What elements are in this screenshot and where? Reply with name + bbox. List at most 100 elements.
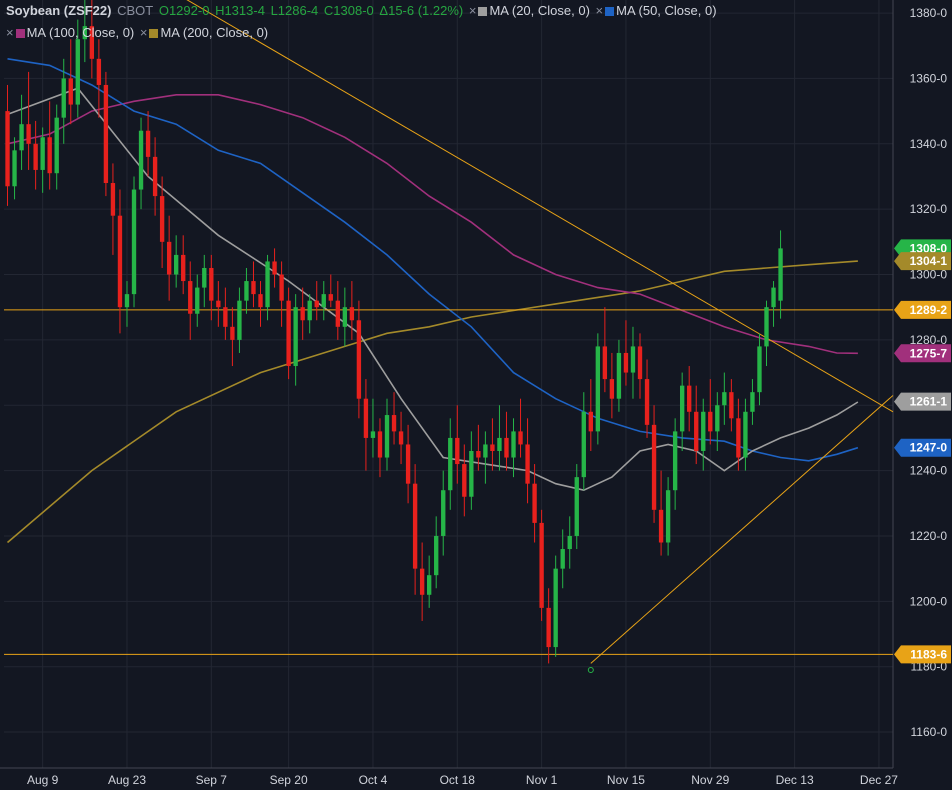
candle[interactable] [216, 281, 221, 327]
candle[interactable] [743, 398, 748, 471]
candle[interactable] [609, 352, 615, 419]
candle[interactable] [321, 281, 326, 321]
candle[interactable] [68, 39, 73, 125]
candle[interactable] [61, 58, 66, 144]
candle[interactable] [595, 333, 601, 445]
candle[interactable] [504, 411, 509, 471]
candle[interactable] [293, 294, 298, 386]
candle[interactable] [384, 398, 390, 471]
candle[interactable] [244, 267, 249, 314]
candle[interactable] [426, 555, 432, 608]
candle[interactable] [279, 261, 284, 327]
candle[interactable] [195, 274, 200, 327]
candle[interactable] [518, 398, 523, 458]
candle[interactable] [455, 405, 460, 484]
candle[interactable] [694, 385, 699, 465]
candle[interactable] [623, 320, 629, 386]
candle[interactable] [349, 281, 355, 340]
candle[interactable] [12, 137, 17, 200]
candle[interactable] [223, 287, 228, 340]
candle[interactable] [377, 418, 383, 478]
candle[interactable] [5, 84, 10, 206]
candle[interactable] [539, 509, 544, 621]
candle[interactable] [166, 215, 172, 301]
candle[interactable] [567, 516, 572, 569]
candle[interactable] [286, 287, 291, 380]
trendline-2[interactable] [590, 395, 894, 664]
candle[interactable] [54, 104, 59, 190]
candle[interactable] [616, 339, 622, 412]
candle[interactable] [701, 398, 706, 471]
candle[interactable] [581, 392, 586, 491]
candle[interactable] [672, 418, 678, 510]
candle[interactable] [588, 379, 593, 451]
trendline-1[interactable] [176, 0, 894, 413]
candle[interactable] [462, 444, 467, 517]
candle[interactable] [335, 281, 340, 340]
candle[interactable] [665, 477, 671, 556]
ma100-legend[interactable]: MA (100, Close, 0) [26, 25, 135, 40]
remove-ma20-icon[interactable]: × [468, 3, 477, 18]
ma20-legend[interactable]: MA (20, Close, 0) [489, 3, 590, 18]
candle[interactable] [398, 411, 404, 465]
candle[interactable] [476, 424, 481, 471]
candle[interactable] [363, 379, 369, 471]
candle[interactable] [47, 101, 52, 190]
candle[interactable] [209, 254, 214, 321]
candle[interactable] [251, 261, 256, 308]
candle[interactable] [679, 372, 685, 451]
candle[interactable] [82, 0, 87, 63]
candle[interactable] [715, 392, 720, 451]
candle[interactable] [328, 274, 333, 308]
candle[interactable] [33, 120, 38, 190]
candle[interactable] [764, 300, 769, 367]
candle[interactable] [757, 333, 762, 406]
candle[interactable] [117, 189, 123, 334]
candle[interactable] [602, 307, 608, 393]
candle[interactable] [265, 254, 270, 321]
candle[interactable] [574, 464, 579, 550]
candle[interactable] [546, 588, 551, 664]
candle[interactable] [637, 333, 643, 399]
candle[interactable] [159, 176, 165, 268]
candle[interactable] [103, 71, 109, 197]
remove-ma50-icon[interactable]: × [595, 3, 604, 18]
candle[interactable] [644, 359, 650, 438]
candle[interactable] [258, 281, 263, 327]
candle[interactable] [314, 281, 319, 321]
candle[interactable] [40, 127, 45, 193]
candle[interactable] [110, 163, 116, 255]
candle[interactable] [96, 39, 102, 118]
candle[interactable] [658, 470, 664, 556]
candle[interactable] [532, 464, 537, 543]
candle[interactable] [441, 470, 446, 556]
candle[interactable] [342, 287, 348, 347]
candle[interactable] [152, 137, 158, 216]
candle[interactable] [405, 424, 411, 504]
candle[interactable] [511, 418, 516, 478]
candle[interactable] [188, 261, 193, 340]
candle[interactable] [370, 398, 376, 458]
candle[interactable] [736, 398, 741, 471]
candle[interactable] [434, 516, 439, 589]
candle[interactable] [272, 248, 277, 288]
candle[interactable] [419, 542, 425, 621]
candle[interactable] [722, 372, 727, 425]
candle[interactable] [708, 379, 713, 445]
candle[interactable] [553, 555, 558, 657]
candle[interactable] [124, 281, 130, 327]
candle[interactable] [448, 418, 453, 510]
candle[interactable] [497, 405, 502, 471]
candle[interactable] [483, 431, 488, 484]
candle[interactable] [202, 254, 207, 308]
candle[interactable] [412, 464, 418, 595]
ma200-legend[interactable]: MA (200, Close, 0) [160, 25, 269, 40]
candle[interactable] [26, 71, 31, 170]
candle[interactable] [778, 230, 783, 319]
candle[interactable] [300, 287, 305, 340]
candle[interactable] [145, 111, 151, 177]
candle[interactable] [391, 392, 397, 445]
candle[interactable] [490, 418, 495, 471]
remove-ma100-icon[interactable]: × [6, 25, 14, 40]
candle[interactable] [237, 287, 242, 353]
